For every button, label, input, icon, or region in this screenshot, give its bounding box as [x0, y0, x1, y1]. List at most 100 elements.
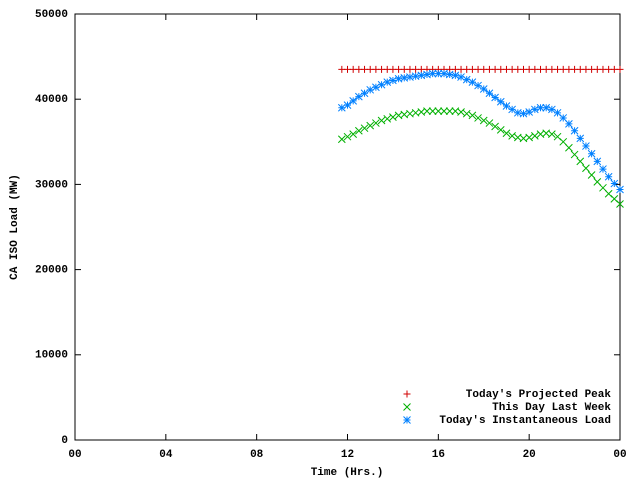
data-point — [553, 108, 562, 117]
data-point — [479, 116, 488, 125]
y-tick-label: 20000 — [35, 265, 68, 277]
data-point — [468, 78, 477, 87]
data-point — [496, 126, 505, 134]
data-point — [542, 103, 551, 112]
data-point — [377, 80, 386, 89]
data-point — [445, 107, 454, 115]
y-tick-label: 30000 — [35, 179, 68, 191]
data-point — [423, 107, 431, 115]
data-point — [337, 103, 346, 112]
x-tick-label: 00 — [68, 449, 81, 461]
data-point — [343, 101, 352, 110]
data-point — [389, 113, 397, 121]
data-point — [525, 133, 534, 142]
data-point — [440, 69, 448, 78]
data-point — [434, 69, 443, 78]
data-point — [394, 74, 403, 83]
data-point — [389, 76, 397, 85]
data-point — [587, 171, 596, 179]
data-point — [372, 83, 380, 92]
legend-marker — [403, 416, 411, 424]
data-point — [565, 120, 573, 128]
data-point — [530, 131, 539, 140]
data-point — [593, 157, 602, 166]
data-point — [440, 107, 448, 115]
x-tick-label: 00 — [613, 449, 626, 461]
data-point — [508, 105, 516, 114]
data-point — [462, 109, 471, 118]
data-point — [423, 70, 431, 79]
legend-label: Today's Projected Peak — [466, 389, 612, 401]
data-point — [582, 142, 590, 150]
y-axis-title: CA ISO Load (MW) — [9, 174, 21, 280]
x-tick-label: 12 — [341, 449, 354, 461]
x-tick-label: 08 — [250, 449, 264, 461]
data-point — [451, 71, 460, 80]
data-point — [576, 134, 585, 143]
data-point — [530, 105, 539, 114]
data-point — [491, 93, 499, 102]
data-point — [502, 102, 511, 110]
data-point — [616, 65, 624, 73]
data-point — [406, 73, 414, 81]
y-tick-label: 40000 — [35, 94, 68, 106]
data-point — [582, 164, 590, 173]
data-point — [372, 119, 380, 127]
data-point — [502, 129, 511, 138]
data-point — [417, 71, 426, 80]
data-point — [548, 130, 556, 138]
data-point — [468, 111, 477, 120]
data-point — [349, 130, 358, 138]
data-point — [428, 69, 437, 78]
data-point — [570, 126, 579, 135]
data-point — [536, 103, 545, 112]
data-point — [428, 107, 437, 115]
data-point — [548, 105, 556, 114]
data-point — [462, 75, 471, 84]
data-point — [587, 149, 596, 158]
x-tick-label: 04 — [159, 449, 173, 461]
legend-label: This Day Last Week — [492, 402, 611, 414]
y-tick-label: 0 — [61, 435, 68, 447]
data-point — [491, 122, 499, 131]
data-point — [610, 179, 619, 188]
data-point — [485, 119, 494, 127]
data-point — [485, 89, 494, 98]
data-point — [519, 109, 528, 118]
legend-marker — [403, 390, 411, 398]
data-point — [400, 74, 409, 82]
data-point — [479, 85, 488, 93]
data-point — [360, 89, 369, 98]
data-point — [337, 135, 346, 144]
data-point — [525, 108, 534, 116]
data-point — [349, 97, 358, 105]
data-point — [377, 116, 386, 125]
data-point — [355, 126, 363, 135]
data-point — [355, 92, 363, 101]
data-point — [565, 143, 573, 152]
data-point — [411, 72, 420, 81]
legend-marker — [403, 403, 411, 411]
data-point — [496, 97, 505, 106]
plot-frame — [74, 13, 621, 441]
data-point — [474, 81, 482, 90]
data-point — [434, 107, 443, 115]
data-point — [604, 172, 613, 181]
data-point — [570, 150, 579, 159]
data-point — [616, 185, 624, 194]
data-point — [457, 73, 465, 81]
x-tick-label: 20 — [523, 449, 536, 461]
data-point — [383, 114, 392, 123]
x-axis-title: Time (Hrs.) — [311, 467, 384, 479]
x-tick-label: 16 — [432, 449, 445, 461]
data-point — [474, 114, 482, 122]
data-point — [343, 132, 352, 141]
data-point — [445, 70, 454, 79]
data-point — [360, 124, 369, 133]
data-point — [513, 108, 522, 117]
data-point — [508, 131, 516, 140]
y-tick-label: 10000 — [35, 350, 68, 362]
data-point — [576, 157, 585, 166]
data-point — [457, 108, 465, 116]
